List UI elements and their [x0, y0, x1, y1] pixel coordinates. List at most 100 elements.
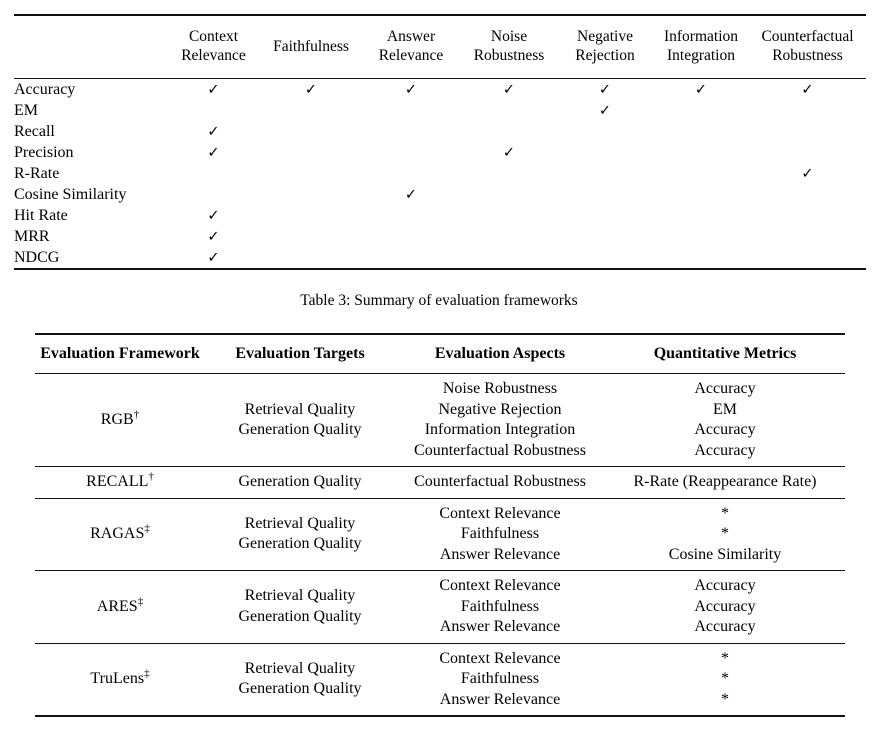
metrics-cell: Accuracy EM Accuracy Accuracy [605, 374, 845, 467]
checkmark-icon: ✓ [801, 165, 814, 182]
evaluation-aspect: Noise Robustness [442, 380, 558, 397]
empty-cell [361, 142, 461, 163]
checkmark-icon: ✓ [404, 186, 418, 203]
metric-name: EM [14, 101, 38, 119]
empty-cell [261, 205, 361, 226]
metric-row: Accuracy ✓ ✓ ✓ ✓ ✓ ✓ ✓ [14, 79, 866, 101]
evaluation-aspect: Answer Relevance [439, 690, 561, 708]
framework-name-cell: RAGAS‡ [35, 498, 205, 571]
evaluation-aspect: Answer Relevance [439, 545, 561, 563]
metric-name: Recall [14, 122, 55, 140]
metrics-cell: * * * [605, 643, 845, 716]
aspect-column-header: Noise Robustness [473, 28, 545, 64]
frameworks-column-header: Evaluation Targets [235, 345, 365, 362]
empty-cell [749, 100, 866, 121]
framework-name: ARES [96, 597, 138, 615]
evaluation-target: Generation Quality [238, 607, 362, 625]
metric-row: Hit Rate ✓ [14, 205, 866, 226]
aspects-cell: Noise Robustness Negative Rejection Inform… [395, 374, 605, 467]
metric-name: Accuracy [14, 80, 76, 98]
frameworks-column-header: Evaluation Framework [40, 345, 200, 362]
empty-cell [361, 226, 461, 247]
evaluation-aspect: Counterfactual Robustness [414, 473, 586, 490]
framework-name: RECALL [86, 473, 149, 490]
aspect-column-header: Information Integration [663, 28, 739, 64]
framework-row: RAGAS‡ Retrieval Quality Generation Qualit… [35, 498, 845, 571]
frameworks-table: Evaluation Framework Evaluation Targets Ev… [35, 333, 845, 717]
checkmark-icon: ✓ [207, 123, 220, 140]
aspect-column-header: Answer Relevance [378, 28, 444, 64]
metric-row: Recall ✓ [14, 121, 866, 142]
evaluation-aspect: Counterfactual Robustness [414, 441, 586, 459]
empty-cell [557, 121, 653, 142]
metric-row: R-Rate ✓ [14, 163, 866, 184]
empty-cell [557, 247, 653, 269]
evaluation-target: Generation Quality [238, 680, 362, 698]
evaluation-aspect: Answer Relevance [439, 618, 561, 635]
empty-cell [557, 142, 653, 163]
checkmark-icon: ✓ [207, 249, 220, 266]
metric-row: EM ✓ [14, 100, 866, 121]
empty-cell [653, 121, 749, 142]
framework-row: RGB† Retrieval Quality Generation Quality N… [35, 374, 845, 467]
empty-cell [361, 205, 461, 226]
frameworks-table-body: RGB† Retrieval Quality Generation Quality N… [35, 374, 845, 717]
aspect-column-header: Negative Rejection [575, 28, 635, 64]
checkmark-icon: ✓ [207, 207, 220, 224]
empty-cell [653, 184, 749, 205]
empty-cell [361, 100, 461, 121]
empty-cell [261, 142, 361, 163]
metric-row: NDCG ✓ [14, 247, 866, 269]
aspects-cell: Context Relevance Faithfulness Answer Rele… [395, 571, 605, 644]
table3-caption: Table 3: Summary of evaluation framework… [300, 292, 578, 309]
empty-cell [653, 142, 749, 163]
checkmark-icon: ✓ [801, 81, 814, 98]
empty-cell [166, 100, 261, 121]
empty-cell [261, 184, 361, 205]
metrics-table-header-row: Context Relevance Faithfulness Answer Rele… [14, 15, 866, 79]
quantitative-metric: Accuracy [694, 441, 756, 459]
evaluation-aspect: Faithfulness [460, 525, 540, 542]
evaluation-aspect: Faithfulness [460, 597, 540, 615]
framework-name-cell: RECALL† [35, 467, 205, 499]
empty-cell [749, 121, 866, 142]
aspects-cell: Context Relevance Faithfulness Answer Rele… [395, 643, 605, 716]
quantitative-metric: Accuracy [694, 618, 756, 635]
framework-row: ARES‡ Retrieval Quality Generation Quality… [35, 571, 845, 644]
metric-name: Hit Rate [14, 206, 68, 224]
framework-marker: ‡ [144, 667, 150, 680]
quantitative-metric: * [721, 504, 729, 522]
metric-row: Cosine Similarity ✓ [14, 184, 866, 205]
framework-marker: † [148, 470, 154, 483]
framework-name: RAGAS [90, 525, 145, 542]
targets-cell: Retrieval Quality Generation Quality [205, 498, 395, 571]
framework-row: RECALL† Generation Quality Counterfactual … [35, 467, 845, 499]
quantitative-metric: * [721, 670, 729, 687]
metrics-table-body: Accuracy ✓ ✓ ✓ ✓ ✓ ✓ ✓ EM ✓ Recall ✓ Precision ✓ ✓ R-Ra… [14, 79, 866, 270]
empty-cell [653, 247, 749, 269]
metric-row: Precision ✓ ✓ [14, 142, 866, 163]
quantitative-metric: * [721, 649, 729, 667]
empty-cell [461, 226, 557, 247]
quantitative-metric: EM [713, 400, 737, 418]
checkmark-icon: ✓ [598, 81, 612, 98]
evaluation-target: Generation Quality [238, 535, 362, 553]
evaluation-target: Retrieval Quality [244, 514, 356, 532]
evaluation-aspect: Context Relevance [439, 577, 561, 594]
aspects-cell: Counterfactual Robustness [395, 467, 605, 499]
frameworks-column-header: Evaluation Aspects [434, 345, 566, 362]
checkmark-icon: ✓ [207, 81, 220, 98]
metric-name: Cosine Similarity [14, 185, 127, 203]
metrics-cell: * * Cosine Similarity [605, 498, 845, 571]
evaluation-aspect: Faithfulness [460, 670, 540, 687]
targets-cell: Retrieval Quality Generation Quality [205, 374, 395, 467]
framework-marker: † [133, 408, 140, 421]
empty-cell [557, 163, 653, 184]
empty-cell [361, 247, 461, 269]
evaluation-aspect: Context Relevance [439, 649, 561, 667]
empty-cell [653, 226, 749, 247]
evaluation-aspect: Negative Rejection [438, 400, 562, 418]
targets-cell: Retrieval Quality Generation Quality [205, 571, 395, 644]
evaluation-target: Retrieval Quality [244, 587, 356, 605]
metric-name: MRR [14, 227, 50, 245]
